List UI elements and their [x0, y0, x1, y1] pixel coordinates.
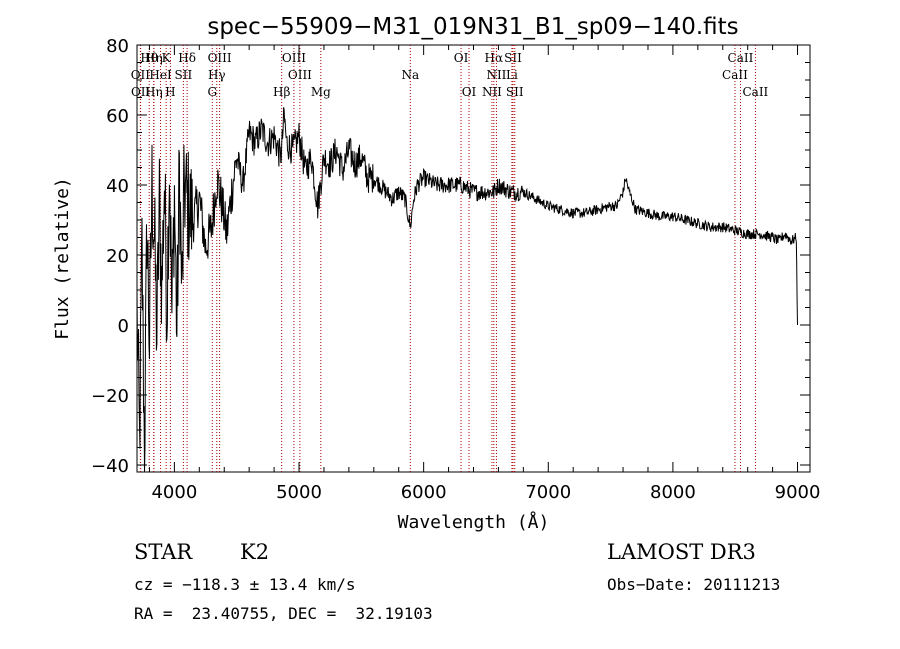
y-axis-label: Flux (relative): [52, 177, 73, 340]
spectral-line-label: SII: [175, 68, 193, 82]
spectral-line-label: OIII: [208, 51, 232, 65]
y-tick-label: 20: [106, 246, 129, 267]
obs-date-text: Obs−Date: 20111213: [607, 575, 781, 594]
spectral-line-label: Li: [506, 68, 518, 82]
spectral-line-label: CaII: [742, 85, 768, 99]
spectral-line-label: Hη: [145, 85, 163, 99]
spectral-line-label: CaII: [728, 51, 754, 65]
y-axis: −40 −20 0 20 40 60 80: [91, 36, 810, 477]
spectral-line-label: OIII: [288, 68, 312, 82]
y-tick-label: −40: [91, 456, 129, 477]
spectral-line-label: SII: [504, 51, 522, 65]
spectral-line-label: Mg: [311, 85, 331, 99]
x-tick-label: 8000: [650, 482, 696, 503]
spectral-line-label: HeI: [149, 68, 172, 82]
y-tick-label: −20: [91, 386, 129, 407]
survey-label: LAMOST DR3: [607, 540, 756, 564]
spectral-line-label: Na: [401, 68, 419, 82]
x-axis-label: Wavelength (Å): [398, 511, 550, 533]
subclass-label: K2: [240, 540, 270, 564]
spectral-line-label: SII: [506, 85, 524, 99]
radec-text: RA = 23.40755, DEC = 32.19103: [134, 604, 433, 623]
spectral-line-label: K: [162, 51, 172, 65]
x-tick-label: 6000: [401, 482, 447, 503]
cz-text: cz = −118.3 ± 13.4 km/s: [134, 575, 356, 594]
y-tick-label: 40: [106, 176, 129, 197]
spectral-line-label: H: [165, 85, 175, 99]
y-tick-label: 80: [106, 36, 129, 57]
spectral-line-label: NII: [482, 85, 502, 99]
x-tick-label: 9000: [775, 482, 821, 503]
spectral-line-label: Hβ: [273, 85, 290, 99]
chart-title: spec−55909−M31_019N31_B1_sp09−140.fits: [207, 14, 738, 40]
series-layer: [136, 107, 798, 473]
x-tick-label: 4000: [151, 482, 197, 503]
x-tick-label: 5000: [276, 482, 322, 503]
spectral-line-label: OIII: [282, 51, 306, 65]
spectral-line-label: OI: [454, 51, 469, 65]
x-axis: 4000 5000 6000 7000 8000 9000: [148, 45, 821, 503]
spectral-line-label: OI: [462, 85, 477, 99]
flux-series-line: [136, 107, 798, 473]
spectral-line-label: Hα: [485, 51, 504, 65]
class-label: STAR: [134, 540, 193, 564]
spectral-line-label: Hδ: [178, 51, 196, 65]
spectral-line-label: G: [207, 85, 217, 99]
spectral-line-label: CaII: [722, 68, 748, 82]
spectral-line-label: Hγ: [208, 68, 226, 82]
y-tick-label: 60: [106, 106, 129, 127]
spectral-line-label: NII: [486, 68, 506, 82]
x-tick-label: 7000: [525, 482, 571, 503]
plot-frame: [136, 44, 811, 473]
spectral-line-label: OII: [131, 85, 151, 99]
y-tick-label: 0: [118, 316, 129, 337]
